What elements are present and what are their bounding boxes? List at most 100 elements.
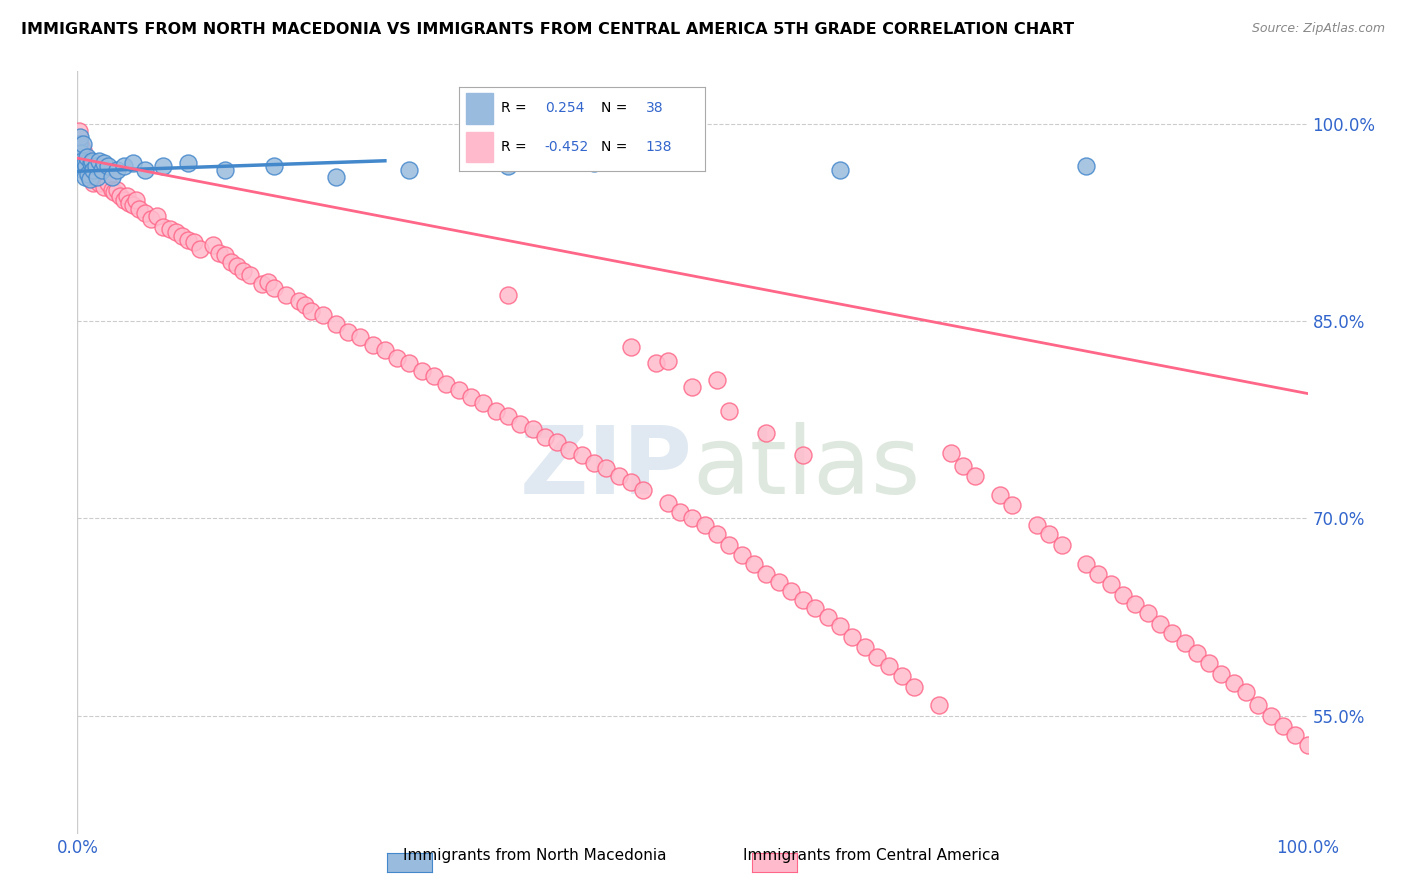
Point [134, 206, 156, 220]
Point [70, 159, 93, 173]
Point [121, 198, 143, 212]
Point [239, 268, 262, 282]
Point [118, 195, 141, 210]
Point [1185, 646, 1208, 660]
Point [1125, 597, 1147, 611]
Point [890, 669, 912, 683]
Point [70, 141, 93, 155]
Point [82, 163, 104, 178]
Point [125, 193, 148, 207]
Point [1223, 675, 1246, 690]
Point [177, 156, 200, 170]
Point [496, 409, 519, 423]
Point [76, 156, 98, 170]
Point [682, 511, 704, 525]
Point [69, 130, 91, 145]
Point [93, 156, 115, 170]
Point [73, 153, 96, 168]
Point [1112, 588, 1135, 602]
Point [86, 172, 108, 186]
Point [485, 403, 508, 417]
Point [263, 281, 285, 295]
Point [361, 338, 384, 352]
Point [1038, 527, 1060, 541]
Point [558, 443, 581, 458]
Point [226, 259, 249, 273]
Point [620, 341, 643, 355]
Point [1099, 577, 1122, 591]
Point [183, 235, 205, 250]
Point [70, 145, 93, 160]
Point [583, 156, 606, 170]
Point [72, 163, 94, 178]
Point [214, 248, 236, 262]
Point [134, 163, 156, 178]
Point [67, 136, 90, 151]
Point [706, 373, 728, 387]
Text: Source: ZipAtlas.com: Source: ZipAtlas.com [1251, 22, 1385, 36]
Point [534, 430, 557, 444]
Point [70, 153, 93, 168]
Point [1284, 728, 1306, 742]
Point [1161, 625, 1184, 640]
Point [496, 288, 519, 302]
Point [77, 167, 100, 181]
Point [693, 518, 716, 533]
Point [1211, 666, 1233, 681]
Point [70, 145, 93, 160]
Point [101, 169, 124, 184]
Point [509, 417, 531, 431]
Point [804, 600, 827, 615]
Point [73, 169, 96, 184]
Point [115, 189, 138, 203]
Point [112, 159, 135, 173]
Point [423, 369, 446, 384]
Point [952, 458, 974, 473]
Point [79, 163, 101, 178]
Point [89, 176, 111, 190]
Point [853, 640, 876, 655]
Point [682, 380, 704, 394]
Point [146, 209, 169, 223]
Point [1050, 538, 1073, 552]
Point [90, 163, 114, 178]
Point [170, 228, 193, 243]
Point [1247, 698, 1270, 713]
Point [299, 303, 322, 318]
Point [374, 343, 396, 358]
Point [657, 496, 679, 510]
Point [755, 425, 778, 440]
Point [780, 583, 803, 598]
Point [219, 255, 242, 269]
Point [385, 351, 409, 365]
Point [755, 566, 778, 581]
Point [201, 238, 224, 252]
Text: atlas: atlas [693, 422, 921, 514]
Point [80, 172, 103, 186]
Point [768, 574, 790, 589]
Point [607, 469, 630, 483]
Point [1087, 566, 1109, 581]
Point [595, 461, 617, 475]
Point [460, 391, 482, 405]
Point [288, 294, 311, 309]
Text: IMMIGRANTS FROM NORTH MACEDONIA VS IMMIGRANTS FROM CENTRAL AMERICA 5TH GRADE COR: IMMIGRANTS FROM NORTH MACEDONIA VS IMMIG… [21, 22, 1074, 37]
Point [69, 150, 91, 164]
Point [496, 159, 519, 173]
Point [841, 630, 863, 644]
Point [72, 143, 94, 157]
Point [1296, 738, 1319, 752]
Point [965, 469, 987, 483]
Point [294, 298, 316, 312]
Point [1174, 636, 1197, 650]
Point [250, 277, 273, 292]
Point [69, 136, 91, 151]
Point [101, 183, 124, 197]
Point [75, 159, 97, 173]
Point [82, 153, 104, 168]
Point [84, 167, 107, 181]
Point [75, 159, 97, 173]
Point [97, 176, 120, 190]
Point [718, 538, 741, 552]
Point [817, 610, 839, 624]
